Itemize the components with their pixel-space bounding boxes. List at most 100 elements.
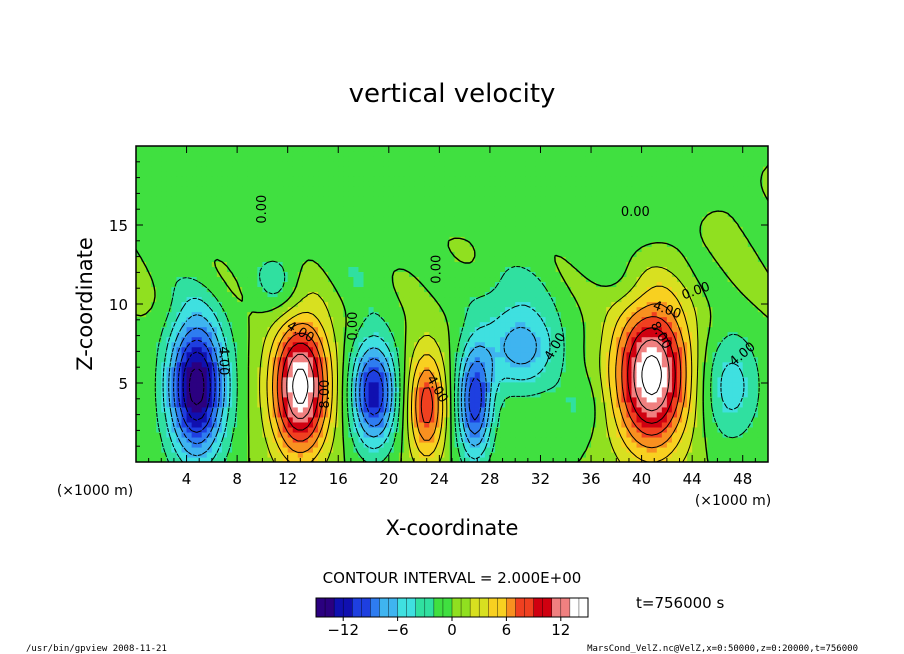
heatmap-cell (642, 392, 648, 398)
heatmap-cell (298, 402, 304, 408)
heatmap-cell (586, 332, 592, 338)
heatmap-cell (242, 447, 248, 453)
heatmap-cell (621, 452, 627, 458)
heatmap-cell (495, 317, 501, 323)
heatmap-cell (156, 286, 162, 292)
heatmap-cell (540, 452, 546, 458)
heatmap-cell (197, 291, 203, 297)
heatmap-cell (515, 447, 521, 453)
heatmap-cell (293, 296, 299, 302)
heatmap-cell (723, 427, 729, 433)
heatmap-cell (455, 392, 461, 398)
heatmap-cell (475, 387, 481, 393)
heatmap-cell (318, 301, 324, 307)
heatmap-cell (192, 271, 198, 277)
heatmap-cell (293, 347, 299, 353)
heatmap-cell (434, 291, 440, 297)
heatmap-cell (515, 437, 521, 443)
heatmap-cell (252, 286, 258, 292)
heatmap-cell (510, 296, 516, 302)
heatmap-cell (394, 327, 400, 333)
heatmap-cell (758, 266, 764, 272)
heatmap-cell (728, 337, 734, 343)
heatmap-cell (480, 307, 486, 313)
heatmap-cell (535, 412, 541, 418)
heatmap-cell (222, 402, 228, 408)
heatmap-cell (151, 312, 157, 318)
heatmap-cell (227, 402, 233, 408)
heatmap-cell (455, 296, 461, 302)
heatmap-cell (758, 402, 764, 408)
heatmap-cell (626, 342, 632, 348)
heatmap-cell (601, 367, 607, 373)
heatmap-cell (540, 447, 546, 453)
heatmap-cell (369, 342, 375, 348)
heatmap-cell (136, 342, 142, 348)
heatmap-cell (738, 327, 744, 333)
heatmap-cell (510, 437, 516, 443)
heatmap-cell (652, 276, 658, 282)
heatmap-cell (515, 412, 521, 418)
heatmap-cell (394, 422, 400, 428)
heatmap-cell (399, 317, 405, 323)
heatmap-cell (667, 372, 673, 378)
heatmap-cell (707, 392, 713, 398)
heatmap-cell (252, 452, 258, 458)
heatmap-cell (546, 407, 552, 413)
heatmap-cell (455, 312, 461, 318)
heatmap-cell (566, 422, 572, 428)
heatmap-cell (515, 296, 521, 302)
heatmap-cell (369, 296, 375, 302)
heatmap-cell (566, 276, 572, 282)
heatmap-cell (525, 387, 531, 393)
heatmap-cell (591, 312, 597, 318)
heatmap-cell (227, 447, 233, 453)
heatmap-cell (576, 352, 582, 358)
heatmap-cell (540, 296, 546, 302)
heatmap-cell (156, 382, 162, 388)
heatmap-cell (176, 377, 182, 383)
heatmap-cell (551, 422, 557, 428)
heatmap-cell (505, 276, 511, 282)
heatmap-cell (611, 286, 617, 292)
heatmap-cell (728, 427, 734, 433)
heatmap-cell (161, 422, 167, 428)
heatmap-cell (278, 271, 284, 277)
heatmap-cell (374, 402, 380, 408)
heatmap-cell (455, 387, 461, 393)
heatmap-cell (237, 412, 243, 418)
heatmap-cell (702, 301, 708, 307)
heatmap-cell (156, 281, 162, 287)
heatmap-cell (758, 271, 764, 277)
heatmap-cell (510, 347, 516, 353)
heatmap-cell (374, 301, 380, 307)
heatmap-cell (374, 276, 380, 282)
heatmap-cell (723, 412, 729, 418)
heatmap-cell (556, 291, 562, 297)
heatmap-cell (333, 392, 339, 398)
heatmap-cell (566, 362, 572, 368)
heatmap-cell (576, 327, 582, 333)
heatmap-cell (500, 286, 506, 292)
heatmap-cell (738, 382, 744, 388)
heatmap-cell (273, 452, 279, 458)
heatmap-cell (293, 432, 299, 438)
heatmap-cell (581, 261, 587, 267)
heatmap-cell (571, 382, 577, 388)
heatmap-cell (515, 322, 521, 328)
heatmap-cell (404, 422, 410, 428)
heatmap-cell (480, 317, 486, 323)
heatmap-cell (490, 407, 496, 413)
heatmap-cell (358, 271, 364, 277)
heatmap-cell (515, 372, 521, 378)
heatmap-cell (505, 402, 511, 408)
heatmap-cell (571, 332, 577, 338)
heatmap-cell (586, 392, 592, 398)
heatmap-cell (490, 276, 496, 282)
heatmap-cell (288, 392, 294, 398)
heatmap-cell (591, 317, 597, 323)
heatmap-cell (460, 312, 466, 318)
heatmap-cell (222, 432, 228, 438)
heatmap-cell (495, 337, 501, 343)
heatmap-cell (657, 407, 663, 413)
